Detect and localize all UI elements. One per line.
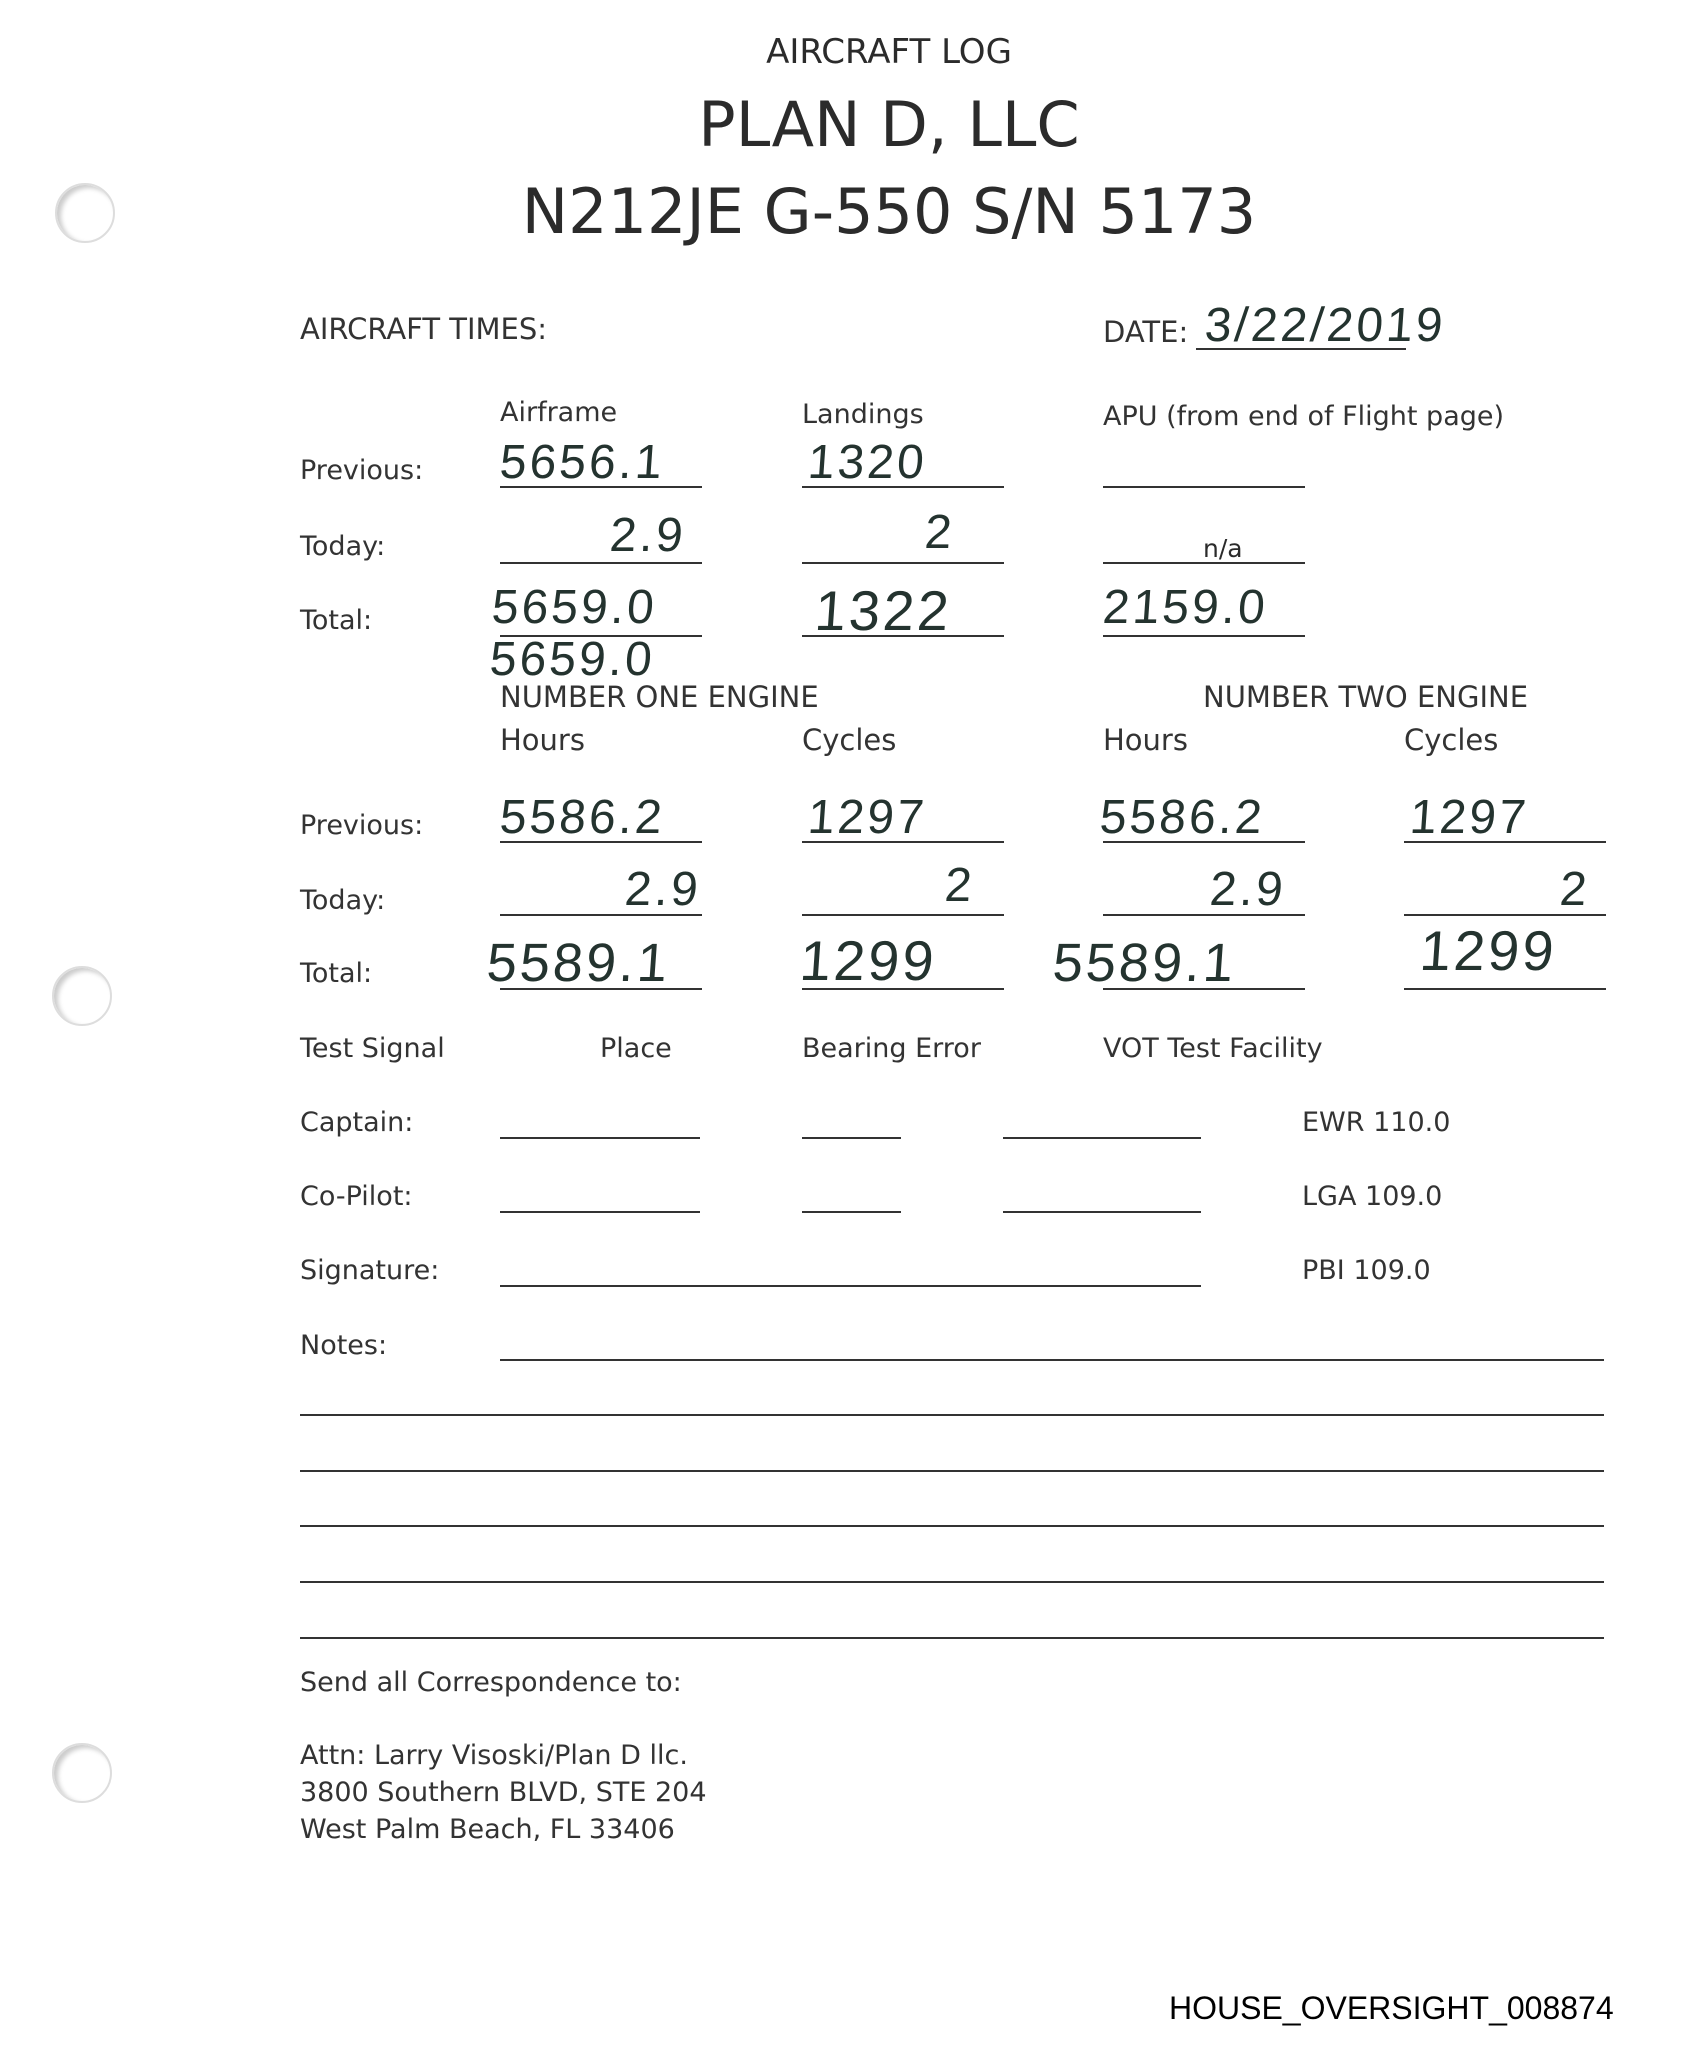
col-e2-hours: Hours: [1103, 723, 1188, 757]
col-e2-cycles: Cycles: [1404, 723, 1499, 757]
field-line: [802, 914, 1004, 916]
field-line: [500, 841, 702, 843]
notes-line: [300, 1470, 1604, 1472]
bates-number: HOUSE_OVERSIGHT_008874: [1169, 1990, 1614, 2026]
field-line: [1103, 841, 1305, 843]
field-line: [1103, 914, 1305, 916]
apu-total: 2159.0: [1101, 581, 1270, 634]
date-value: 3/22/2019: [1203, 299, 1448, 352]
field-line: [802, 841, 1004, 843]
captain-label: Captain:: [300, 1107, 414, 1138]
row-label-total: Total:: [300, 958, 373, 989]
col-vot-facility: VOT Test Facility: [1103, 1033, 1323, 1064]
copilot-label: Co-Pilot:: [300, 1181, 413, 1212]
notes-line: [500, 1359, 1604, 1361]
e1-hours-today: 2.9: [623, 863, 703, 916]
field-line: [1103, 635, 1305, 637]
landings-today: 2: [923, 506, 957, 559]
field-line: [1103, 988, 1305, 990]
field-line: [500, 562, 702, 564]
apu-today: n/a: [1203, 534, 1243, 563]
col-bearing-error: Bearing Error: [802, 1033, 981, 1064]
captain-bearing-line: [802, 1137, 901, 1139]
e2-hours-total: 5589.1: [1050, 933, 1239, 993]
col-e1-hours: Hours: [500, 723, 585, 757]
date-label: DATE:: [1103, 315, 1189, 349]
copilot-place-line: [500, 1211, 700, 1213]
row-label-total: Total:: [300, 605, 373, 636]
signature-line: [500, 1285, 1201, 1287]
field-line: [1103, 486, 1305, 488]
field-line: [500, 914, 702, 916]
row-label-today: Today:: [300, 531, 386, 562]
field-line: [1103, 562, 1305, 564]
notes-label: Notes:: [300, 1330, 388, 1361]
binder-hole: [55, 183, 115, 243]
e1-hours-total: 5589.1: [484, 933, 673, 993]
copilot-bearing-line: [802, 1211, 901, 1213]
binder-hole: [52, 966, 112, 1026]
airframe-total: 5659.0: [490, 581, 659, 634]
landings-total: 1322: [812, 579, 954, 642]
e1-cycles-today: 2: [943, 859, 977, 912]
notes-line: [300, 1525, 1604, 1527]
field-line: [802, 988, 1004, 990]
field-line: [500, 486, 702, 488]
airframe-total-correction: 5659.0: [488, 633, 657, 686]
landings-previous: 1320: [806, 436, 929, 489]
facility-ewr: EWR 110.0: [1302, 1107, 1451, 1138]
signature-label: Signature:: [300, 1255, 440, 1286]
e1-hours-previous: 5586.2: [498, 791, 667, 844]
date-line: [1196, 348, 1406, 350]
field-line: [1404, 914, 1606, 916]
airframe-today: 2.9: [608, 509, 688, 562]
correspondence-heading: Send all Correspondence to:: [300, 1667, 682, 1698]
airframe-previous: 5656.1: [498, 436, 667, 489]
notes-line: [300, 1581, 1604, 1583]
e2-hours-previous: 5586.2: [1098, 791, 1267, 844]
address-line: 3800 Southern BLVD, STE 204: [300, 1777, 707, 1808]
col-airframe: Airframe: [500, 397, 618, 428]
row-label-previous: Previous:: [300, 810, 424, 841]
field-line: [500, 635, 702, 637]
field-line: [1404, 988, 1606, 990]
col-e1-cycles: Cycles: [802, 723, 897, 757]
field-line: [500, 988, 702, 990]
col-test-signal: Test Signal: [300, 1033, 445, 1064]
col-place: Place: [600, 1033, 672, 1064]
field-line: [802, 562, 1004, 564]
binder-hole: [52, 1743, 112, 1803]
notes-line: [300, 1637, 1604, 1639]
row-label-previous: Previous:: [300, 455, 424, 486]
aircraft-id: N212JE G-550 S/N 5173: [521, 175, 1257, 248]
captain-place-line: [500, 1137, 700, 1139]
address-line: West Palm Beach, FL 33406: [300, 1814, 675, 1845]
field-line: [802, 635, 1004, 637]
address-line: Attn: Larry Visoski/Plan D llc.: [300, 1740, 688, 1771]
field-line: [802, 486, 1004, 488]
engine-two-title: NUMBER TWO ENGINE: [1203, 680, 1529, 714]
e2-cycles-today: 2: [1558, 863, 1592, 916]
aircraft-times-label: AIRCRAFT TIMES:: [300, 312, 548, 346]
facility-lga: LGA 109.0: [1302, 1181, 1443, 1212]
captain-test-line: [1003, 1137, 1201, 1139]
e2-cycles-previous: 1297: [1408, 791, 1531, 844]
e2-cycles-total: 1299: [1417, 919, 1559, 982]
copilot-test-line: [1003, 1211, 1201, 1213]
facility-pbi: PBI 109.0: [1302, 1255, 1431, 1286]
field-line: [1404, 841, 1606, 843]
engine-one-title: NUMBER ONE ENGINE: [500, 680, 819, 714]
col-apu: APU (from end of Flight page): [1103, 401, 1505, 432]
col-landings: Landings: [802, 399, 924, 430]
form-title: AIRCRAFT LOG: [766, 32, 1012, 72]
row-label-today: Today:: [300, 885, 386, 916]
notes-line: [300, 1414, 1604, 1416]
e1-cycles-total: 1299: [797, 929, 939, 992]
e2-hours-today: 2.9: [1208, 863, 1288, 916]
e1-cycles-previous: 1297: [806, 791, 929, 844]
company-name: PLAN D, LLC: [698, 88, 1080, 161]
